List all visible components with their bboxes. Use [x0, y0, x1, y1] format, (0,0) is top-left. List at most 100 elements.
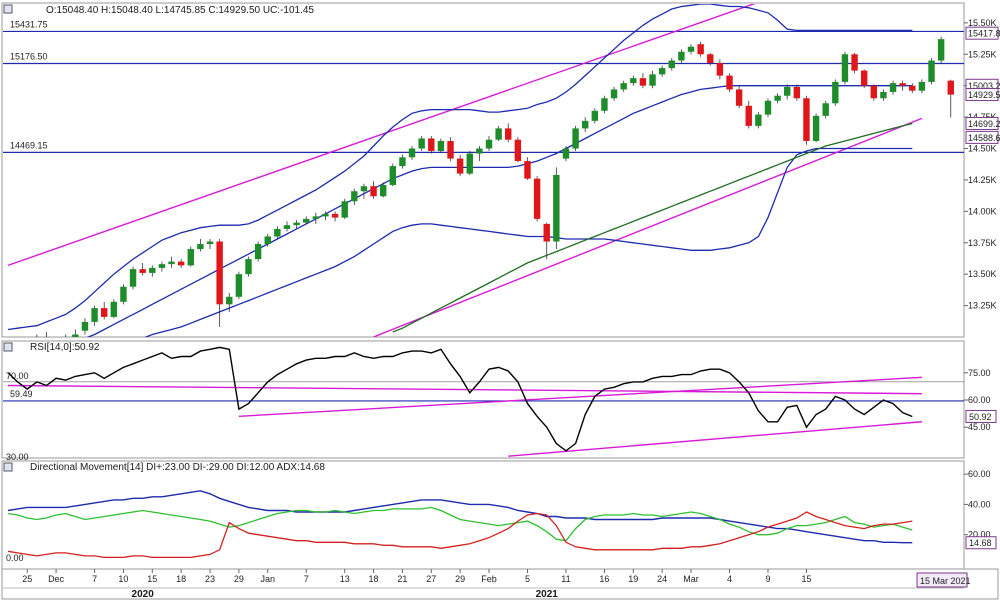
- candle-body: [620, 83, 627, 90]
- x-tick-label: Feb: [481, 574, 497, 584]
- rsi-plot: [3, 346, 964, 457]
- candle-body: [533, 178, 541, 219]
- price-tag-box: [965, 116, 999, 130]
- candle-body: [860, 70, 868, 86]
- di-minus-line: [7, 511, 913, 559]
- candle-body: [784, 86, 791, 96]
- y-tick-label: 60.00: [968, 395, 991, 405]
- candle-body: [341, 201, 348, 218]
- candle-body: [687, 46, 695, 52]
- candle-body: [505, 128, 512, 140]
- date-axis: [1, 568, 999, 600]
- x-tick-label: 7: [304, 574, 309, 584]
- candle-body: [707, 54, 714, 64]
- candle-body: [899, 83, 906, 86]
- candle-body: [851, 54, 858, 71]
- price-plot: [3, 4, 964, 337]
- candle-body: [841, 54, 849, 82]
- x-tick-label: 24: [657, 574, 667, 584]
- candle-body: [293, 222, 300, 226]
- candle-body: [582, 120, 589, 129]
- candle-body: [947, 80, 954, 95]
- candle-body: [822, 103, 829, 116]
- candle-body: [331, 213, 339, 218]
- candle-body: [322, 213, 329, 217]
- candle-body: [379, 184, 387, 197]
- y-tick-label: 14.50K: [968, 144, 997, 154]
- y-tick-label: 14.25K: [968, 175, 997, 185]
- candle-body: [206, 241, 214, 245]
- candle-body: [101, 308, 108, 317]
- candle-body: [81, 321, 89, 331]
- candle-body: [110, 301, 118, 317]
- candle-body: [447, 140, 454, 159]
- moving-average-line: [392, 122, 913, 333]
- x-tick-label: 18: [176, 574, 186, 584]
- candle-body: [668, 60, 675, 69]
- candle-body: [437, 140, 445, 152]
- candle-body: [889, 83, 897, 92]
- price-tag-box: [965, 88, 999, 102]
- year-label: 2020: [132, 589, 155, 600]
- candle-body: [72, 334, 79, 337]
- rsi-value-label: 50.92: [969, 412, 992, 422]
- price-tag-box: [965, 26, 999, 40]
- candle-body: [918, 81, 926, 91]
- panel-toolbar-icons[interactable]: [3, 4, 13, 472]
- candle-body: [254, 244, 262, 260]
- x-tick-label: 5: [525, 574, 530, 584]
- x-tick-label: 16: [599, 574, 609, 584]
- candle-body: [187, 249, 194, 266]
- date-axis-labels: 25 Dec 7 10 15 18 23 29 Jan 7 13 18 21 27 29 Feb 5 11 16 19…: [3, 569, 964, 600]
- candle-body: [197, 244, 204, 250]
- y-tick-label: 13.25K: [968, 301, 997, 311]
- candle-body: [149, 267, 156, 273]
- panel-menu-icon[interactable]: [3, 4, 13, 14]
- candle-body: [476, 148, 483, 154]
- candle-body: [649, 74, 656, 86]
- panel-menu-icon[interactable]: [3, 342, 13, 352]
- year-label: 2021: [536, 589, 559, 600]
- candle-body: [91, 308, 98, 322]
- candle-body: [909, 85, 916, 91]
- candle-body: [408, 148, 416, 158]
- candle-body: [572, 128, 579, 149]
- candle-body: [697, 44, 704, 55]
- candle-body: [937, 39, 945, 61]
- candle-body: [466, 153, 473, 174]
- rsi-trend-line: [238, 376, 922, 418]
- y-tick-label: 60.00: [968, 469, 991, 479]
- x-tick-label: Mar: [683, 574, 699, 584]
- panel-menu-icon[interactable]: [3, 462, 13, 472]
- level-label: 15431.75: [10, 19, 48, 29]
- price-tag-label: 14699.2: [968, 119, 1000, 129]
- x-tick-label: 7: [92, 574, 97, 584]
- current-date-tag: [916, 572, 968, 588]
- candle-body: [764, 100, 772, 115]
- x-tick-label: 10: [118, 574, 128, 584]
- x-tick-label: 4: [727, 574, 732, 584]
- adx-line: [7, 490, 913, 544]
- di-plus-line: [7, 506, 913, 542]
- ohlc-readout: O:15048.40 H:15048.40 L:14745.85 C:14929…: [46, 5, 314, 16]
- x-tick-label: 11: [561, 574, 570, 584]
- candle-body: [129, 269, 137, 287]
- level-label: 14469.15: [10, 140, 48, 150]
- candle-body: [880, 91, 887, 99]
- candle-body: [591, 110, 599, 121]
- candle-body: [312, 216, 320, 219]
- candle-body: [803, 98, 810, 141]
- x-tick-label: 25: [22, 574, 32, 584]
- trend-line: [7, 4, 756, 267]
- candle-body: [630, 78, 637, 84]
- x-tick-label: Jan: [260, 574, 275, 584]
- price-labels: 15431.7515176.5014469.1515.50K15.25K15.0…: [10, 18, 1000, 311]
- candle-body: [235, 274, 243, 297]
- candle-body: [928, 60, 935, 82]
- price-tag-box: [965, 130, 999, 144]
- candle-body: [514, 139, 522, 162]
- candle-body: [601, 98, 608, 111]
- dmi-plot: [7, 490, 913, 559]
